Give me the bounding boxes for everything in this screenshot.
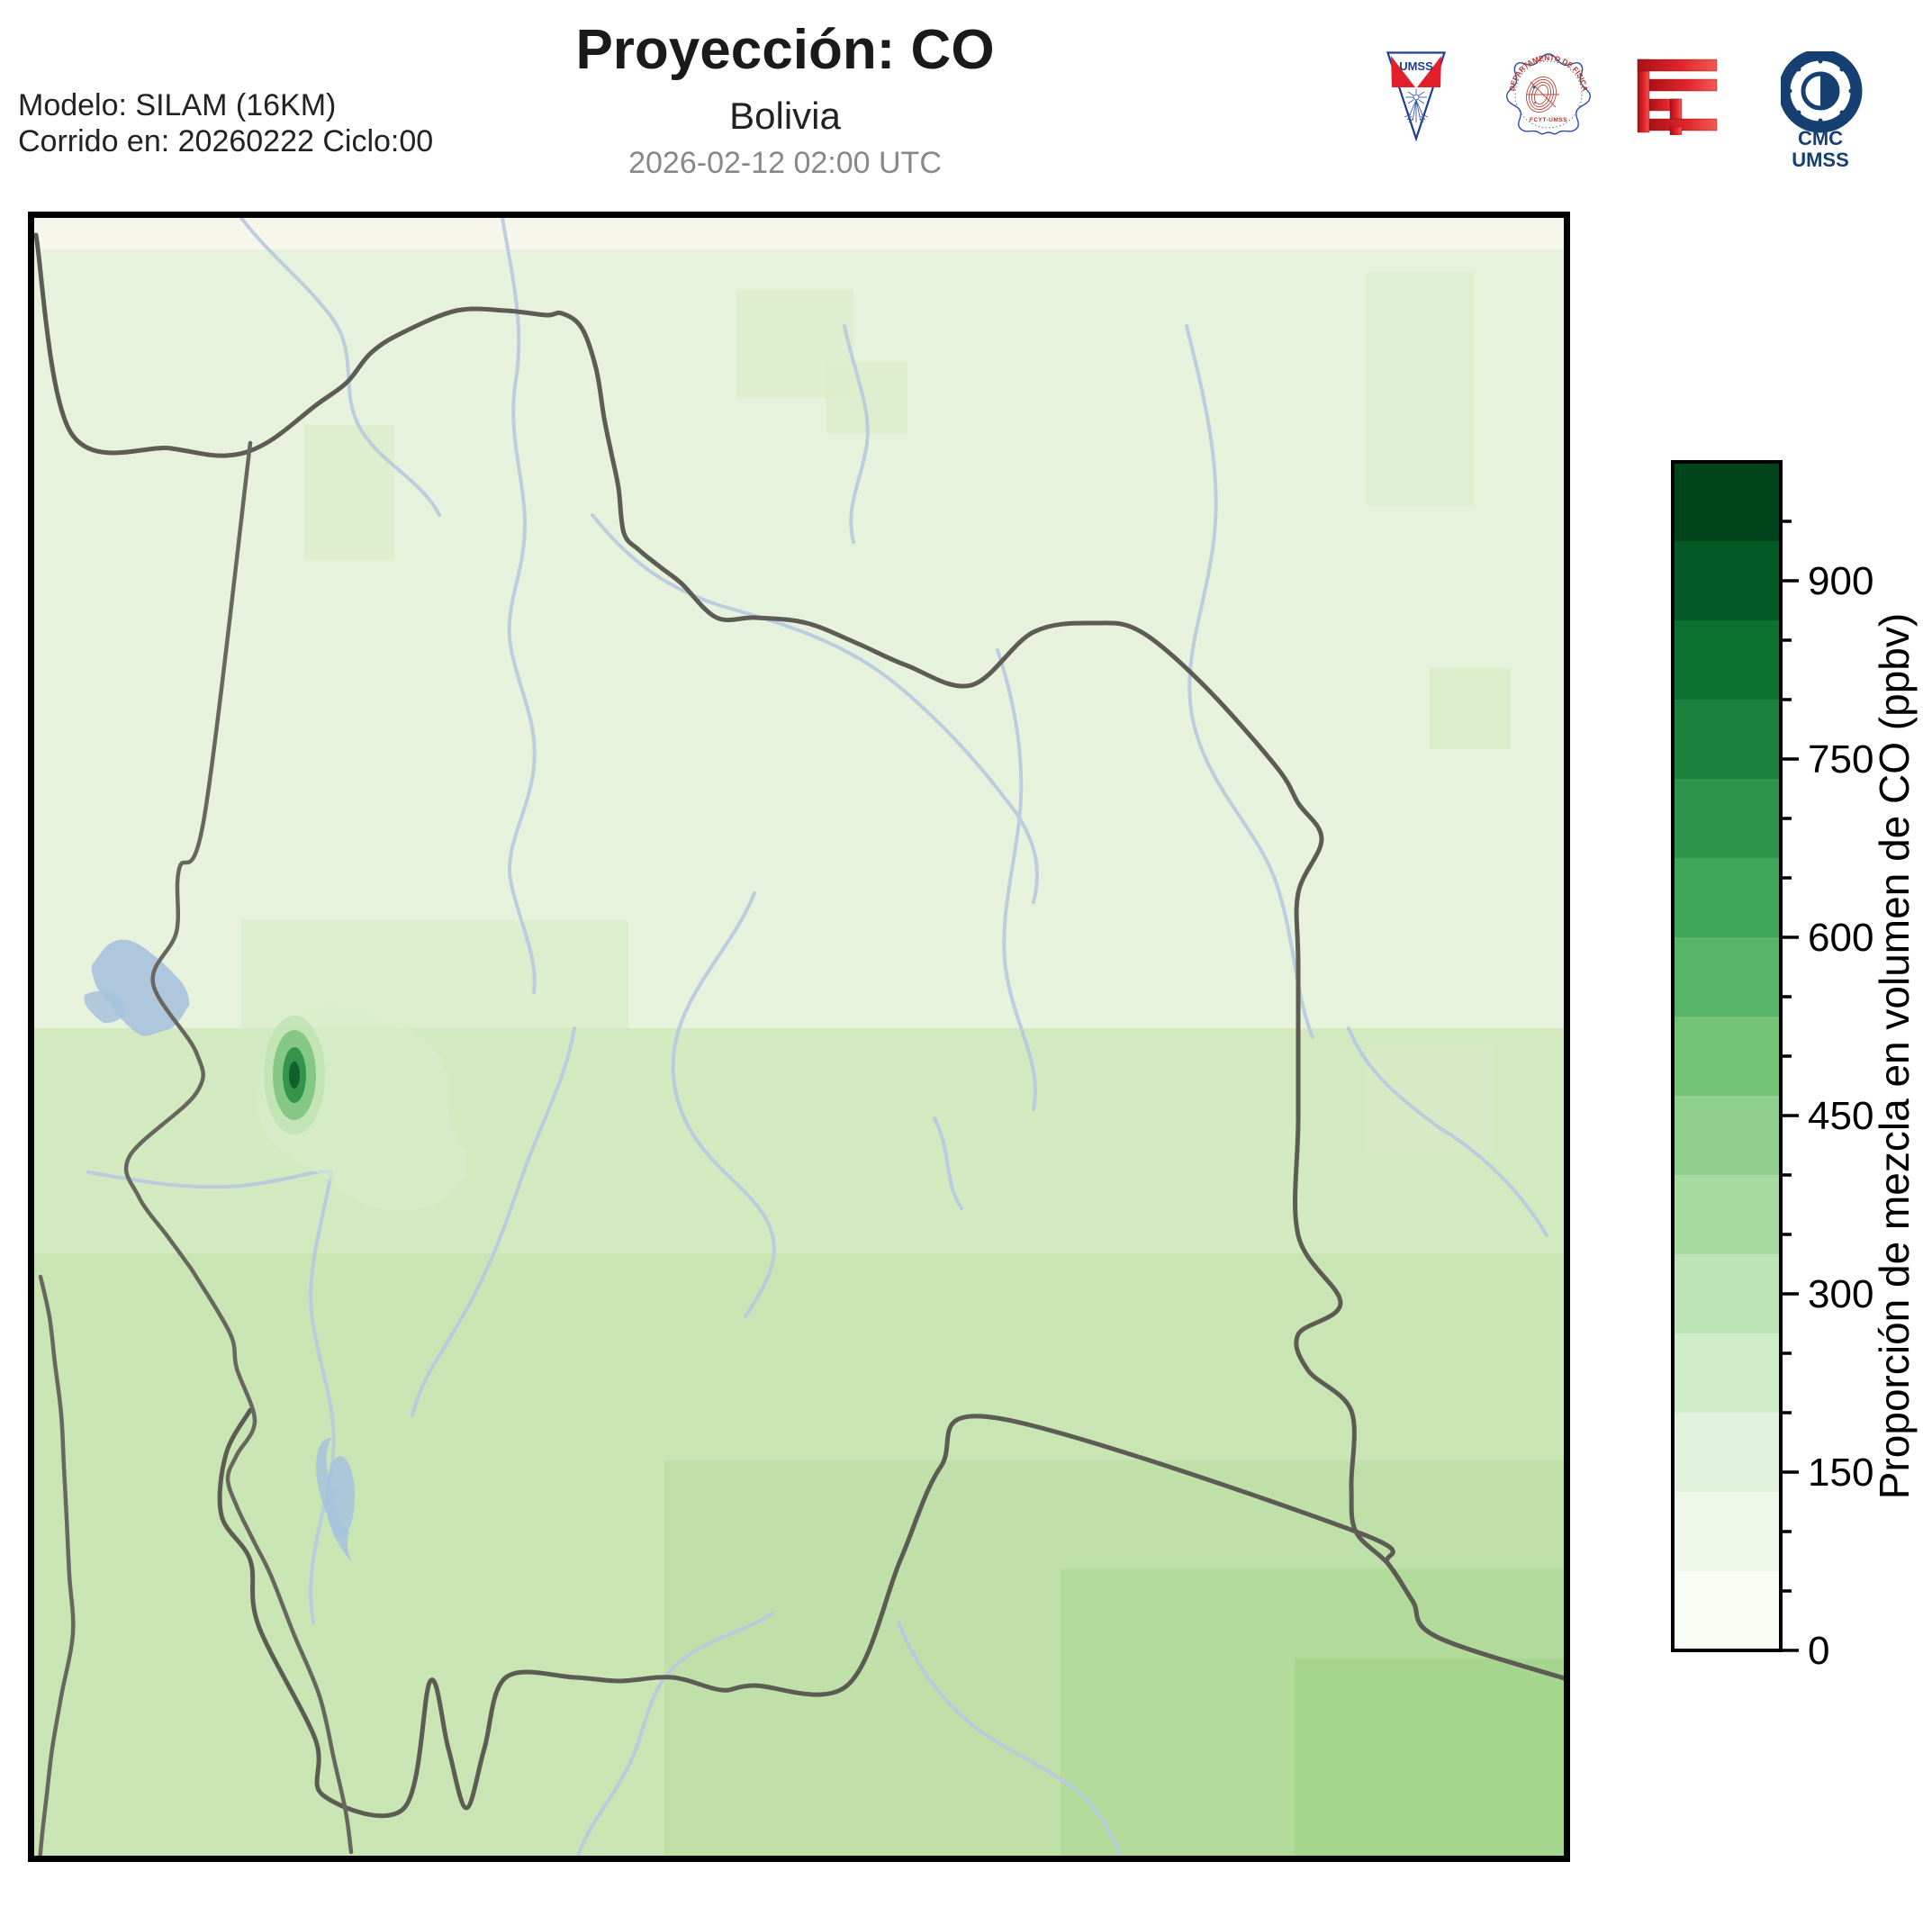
- svg-text:UMSS: UMSS: [1399, 59, 1433, 73]
- svg-text:300: 300: [1808, 1272, 1873, 1316]
- svg-text:0: 0: [1808, 1629, 1829, 1673]
- svg-text:900: 900: [1808, 559, 1873, 603]
- svg-text:UMSS: UMSS: [1792, 149, 1849, 171]
- svg-text:450: 450: [1808, 1094, 1873, 1138]
- svg-text:CMC: CMC: [1798, 127, 1843, 149]
- svg-text:FCYT-UMSS: FCYT-UMSS: [1530, 117, 1567, 123]
- svg-text:600: 600: [1808, 916, 1873, 960]
- svg-text:Proporción de mezcla en volume: Proporción de mezcla en volumen de CO (p…: [1871, 613, 1918, 1499]
- svg-text:150: 150: [1808, 1451, 1873, 1495]
- svg-text:750: 750: [1808, 737, 1873, 782]
